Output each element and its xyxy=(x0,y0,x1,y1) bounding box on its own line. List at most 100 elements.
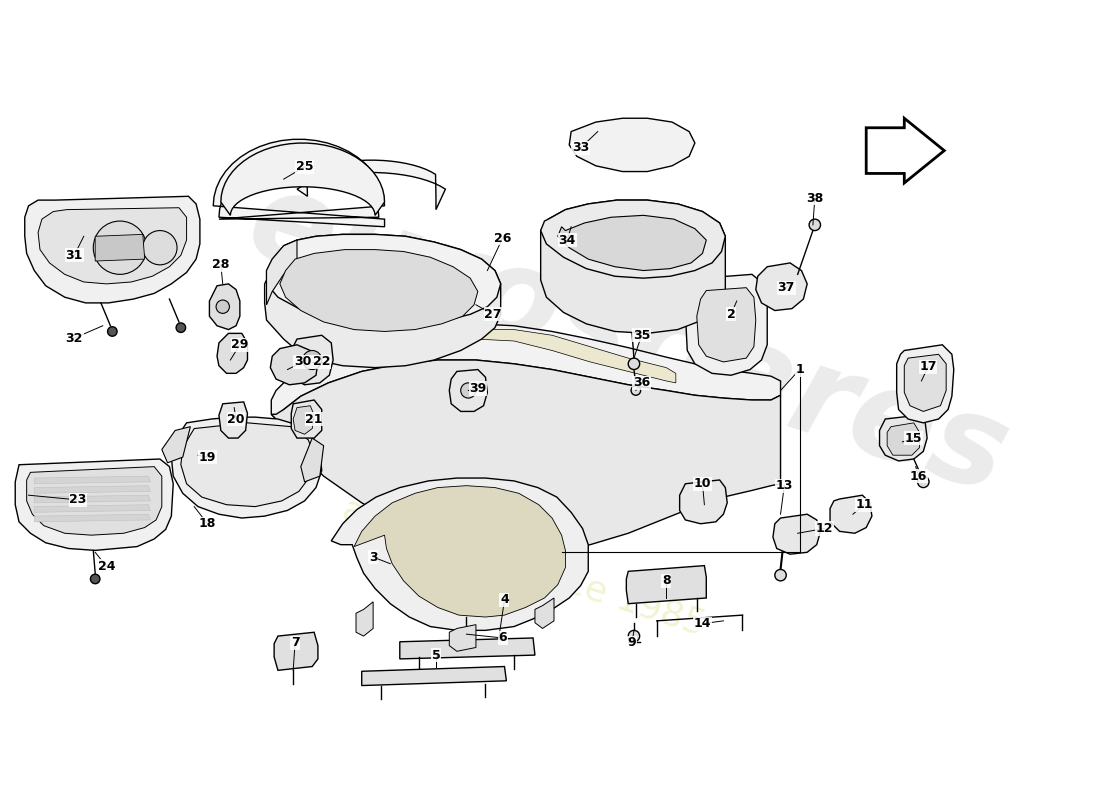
Circle shape xyxy=(302,350,321,370)
Text: 36: 36 xyxy=(632,376,650,390)
Polygon shape xyxy=(209,284,240,330)
Circle shape xyxy=(90,574,100,584)
Text: 25: 25 xyxy=(296,160,314,174)
Polygon shape xyxy=(356,602,373,636)
Polygon shape xyxy=(354,486,565,617)
Text: 28: 28 xyxy=(212,258,230,271)
Polygon shape xyxy=(449,370,487,411)
Text: 21: 21 xyxy=(306,413,323,426)
Text: 11: 11 xyxy=(856,498,873,511)
Polygon shape xyxy=(24,196,200,303)
Text: 39: 39 xyxy=(470,382,486,395)
Circle shape xyxy=(460,627,473,641)
Text: 5: 5 xyxy=(431,649,440,662)
Polygon shape xyxy=(880,415,927,461)
Polygon shape xyxy=(773,514,821,554)
Text: 6: 6 xyxy=(498,631,507,645)
Polygon shape xyxy=(272,360,781,554)
Text: eurospares: eurospares xyxy=(234,159,1023,518)
Text: 12: 12 xyxy=(815,522,833,535)
Polygon shape xyxy=(266,240,297,305)
Text: 8: 8 xyxy=(662,574,671,587)
Text: 24: 24 xyxy=(98,560,116,573)
Polygon shape xyxy=(294,406,315,434)
Polygon shape xyxy=(888,423,920,455)
Polygon shape xyxy=(535,598,554,629)
Circle shape xyxy=(917,476,930,487)
Text: 20: 20 xyxy=(228,413,245,426)
Polygon shape xyxy=(162,426,190,463)
Text: 1: 1 xyxy=(795,363,804,376)
Circle shape xyxy=(94,221,146,274)
Polygon shape xyxy=(39,208,187,284)
Text: 14: 14 xyxy=(694,617,712,630)
Circle shape xyxy=(774,570,786,581)
Polygon shape xyxy=(297,160,446,210)
Polygon shape xyxy=(96,234,145,261)
Polygon shape xyxy=(265,234,500,368)
Text: 32: 32 xyxy=(66,332,82,345)
Polygon shape xyxy=(756,263,807,310)
Polygon shape xyxy=(274,632,318,670)
Polygon shape xyxy=(866,118,944,183)
Polygon shape xyxy=(34,514,151,522)
Text: 10: 10 xyxy=(694,478,712,490)
Circle shape xyxy=(628,630,640,642)
Text: 16: 16 xyxy=(910,470,927,482)
Polygon shape xyxy=(569,118,695,171)
Text: 30: 30 xyxy=(294,355,311,369)
Polygon shape xyxy=(15,459,173,550)
Polygon shape xyxy=(219,402,248,438)
Polygon shape xyxy=(541,200,725,278)
Polygon shape xyxy=(399,638,535,659)
Polygon shape xyxy=(266,234,500,326)
Polygon shape xyxy=(680,480,727,524)
Polygon shape xyxy=(221,143,385,215)
Circle shape xyxy=(631,386,640,395)
Text: 27: 27 xyxy=(484,308,502,321)
Polygon shape xyxy=(34,505,151,512)
Text: 29: 29 xyxy=(231,338,249,351)
Polygon shape xyxy=(180,423,315,506)
Text: 34: 34 xyxy=(559,234,576,246)
Polygon shape xyxy=(696,288,756,362)
Polygon shape xyxy=(34,476,151,484)
Polygon shape xyxy=(172,417,321,518)
Circle shape xyxy=(461,383,476,398)
Polygon shape xyxy=(362,666,506,686)
Text: 18: 18 xyxy=(199,518,217,530)
Polygon shape xyxy=(300,438,323,482)
Circle shape xyxy=(108,326,117,336)
Polygon shape xyxy=(34,495,151,503)
Polygon shape xyxy=(428,330,675,383)
Text: 37: 37 xyxy=(778,281,795,294)
Circle shape xyxy=(216,300,230,314)
Circle shape xyxy=(143,230,177,265)
Polygon shape xyxy=(217,334,248,374)
Polygon shape xyxy=(271,345,318,385)
Polygon shape xyxy=(558,215,706,270)
Polygon shape xyxy=(904,354,946,411)
Text: 33: 33 xyxy=(572,142,590,154)
Polygon shape xyxy=(292,400,321,438)
Text: 26: 26 xyxy=(494,232,512,245)
Polygon shape xyxy=(541,200,725,334)
Polygon shape xyxy=(449,625,476,651)
Polygon shape xyxy=(685,274,767,375)
Text: 38: 38 xyxy=(806,192,824,205)
Text: 7: 7 xyxy=(290,636,299,650)
Text: 22: 22 xyxy=(314,355,330,369)
Polygon shape xyxy=(896,345,954,423)
Circle shape xyxy=(810,219,821,230)
Text: 9: 9 xyxy=(628,636,637,650)
Circle shape xyxy=(176,323,186,333)
Polygon shape xyxy=(34,486,151,494)
Polygon shape xyxy=(331,478,588,630)
Text: 19: 19 xyxy=(199,450,217,464)
Polygon shape xyxy=(213,139,385,226)
Text: 3: 3 xyxy=(368,550,377,563)
Text: 2: 2 xyxy=(727,308,736,321)
Text: 17: 17 xyxy=(920,360,937,373)
Text: 23: 23 xyxy=(69,494,87,506)
Text: 13: 13 xyxy=(776,479,793,492)
